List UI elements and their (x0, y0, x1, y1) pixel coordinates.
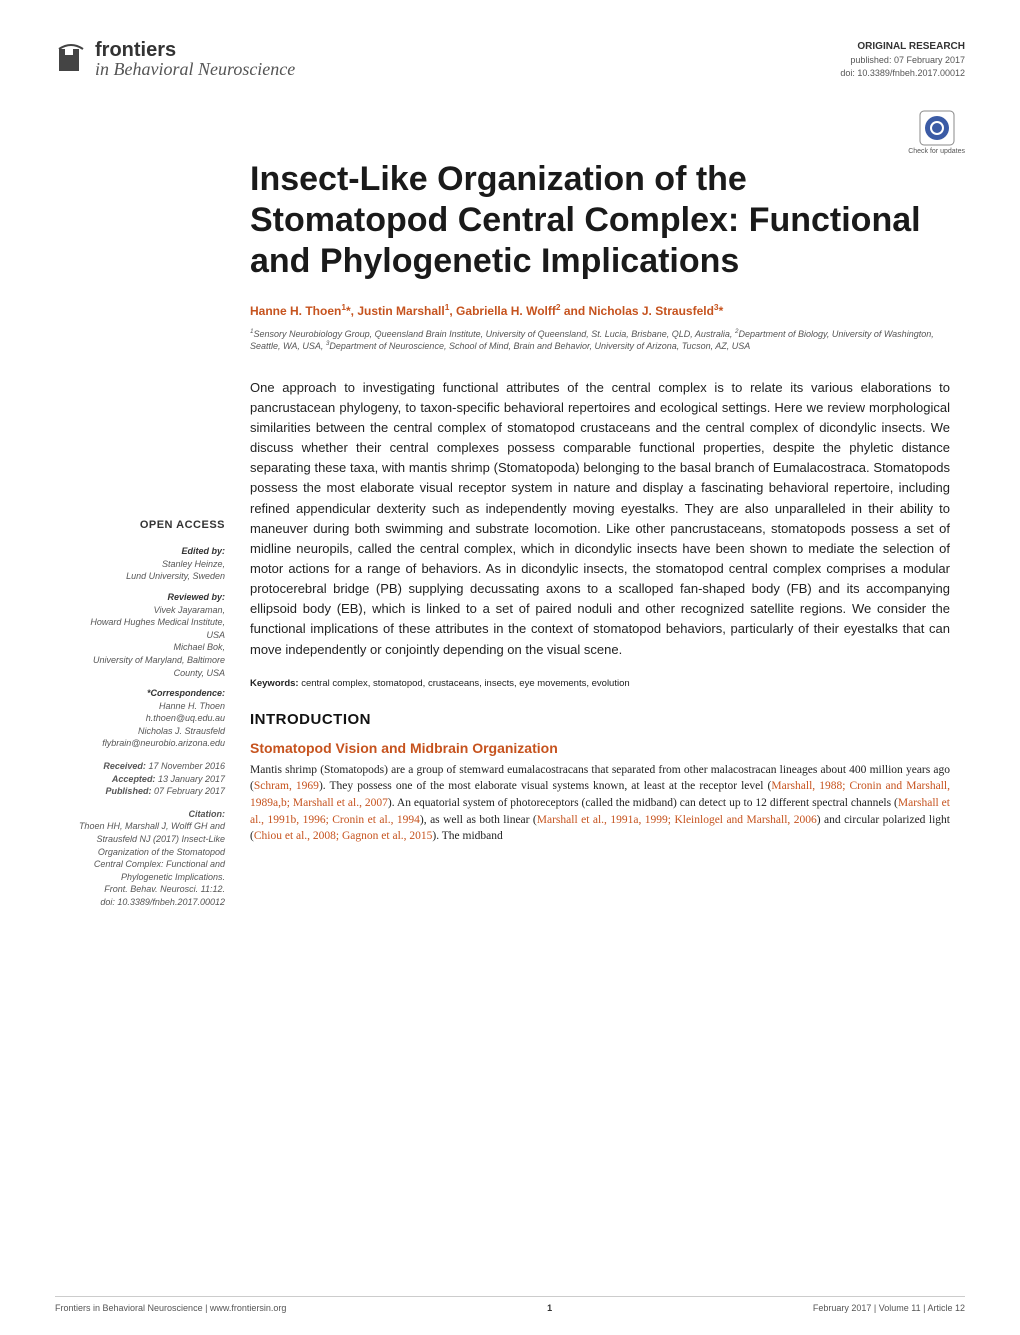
article-sidebar: OPEN ACCESS Edited by: Stanley Heinze,Lu… (55, 378, 225, 909)
citation-ref[interactable]: Marshall et al., 1991a, 1999; Kleinlogel… (537, 814, 817, 826)
published-date-side: 07 February 2017 (151, 786, 225, 796)
article-title: Insect-Like Organization of the Stomatop… (250, 159, 950, 281)
main-column: One approach to investigating functional… (250, 378, 950, 909)
frontiers-logo-icon (55, 43, 87, 75)
keywords: Keywords: central complex, stomatopod, c… (250, 678, 950, 689)
citation-text: Thoen HH, Marshall J, Wolff GH andStraus… (55, 820, 225, 908)
citation-ref[interactable]: Chiou et al., 2008; Gagnon et al., 2015 (254, 830, 433, 842)
affiliations: 1Sensory Neurobiology Group, Queensland … (250, 328, 950, 353)
page-footer: Frontiers in Behavioral Neuroscience | w… (55, 1296, 965, 1313)
crossmark-icon (919, 110, 955, 146)
received-label: Received: (103, 761, 146, 771)
check-updates-badge[interactable]: Check for updates (908, 110, 965, 156)
citation-label: Citation: (55, 808, 225, 821)
keywords-label: Keywords: (250, 678, 299, 689)
footer-page-number: 1 (547, 1303, 552, 1313)
abstract: One approach to investigating functional… (250, 378, 950, 660)
header-doi[interactable]: doi: 10.3389/fnbeh.2017.00012 (840, 67, 965, 80)
keywords-list: central complex, stomatopod, crustaceans… (299, 678, 630, 689)
header-meta: ORIGINAL RESEARCH published: 07 February… (840, 40, 965, 79)
footer-right: February 2017 | Volume 11 | Article 12 (813, 1303, 965, 1313)
footer-left[interactable]: Frontiers in Behavioral Neuroscience | w… (55, 1303, 286, 1313)
reviewed-by: Vivek Jayaraman,Howard Hughes Medical In… (55, 604, 225, 680)
check-updates-label: Check for updates (908, 148, 965, 156)
published-date: published: 07 February 2017 (840, 54, 965, 67)
article-dates: Received: 17 November 2016 Accepted: 13 … (55, 760, 225, 798)
edited-by: Stanley Heinze,Lund University, Sweden (55, 558, 225, 583)
section-introduction: INTRODUCTION (250, 711, 950, 728)
correspondence-label: *Correspondence: (55, 687, 225, 700)
body-paragraph-1: Mantis shrimp (Stomatopods) are a group … (250, 762, 950, 845)
logo-brand-text: frontiers (95, 40, 295, 60)
logo-journal-text: in Behavioral Neuroscience (95, 60, 295, 78)
received-date: 17 November 2016 (146, 761, 225, 771)
body-text-span: ). The midband (432, 830, 502, 842)
open-access-label: OPEN ACCESS (55, 518, 225, 533)
published-label: Published: (105, 786, 151, 796)
author-list[interactable]: Hanne H. Thoen1*, Justin Marshall1, Gabr… (250, 302, 965, 318)
edited-by-label: Edited by: (55, 545, 225, 558)
body-text-span: ). An equatorial system of photoreceptor… (388, 797, 898, 809)
accepted-date: 13 January 2017 (155, 774, 225, 784)
journal-logo: frontiers in Behavioral Neuroscience (55, 40, 295, 78)
reviewed-by-label: Reviewed by: (55, 591, 225, 604)
page-header: frontiers in Behavioral Neuroscience ORI… (55, 40, 965, 79)
article-type: ORIGINAL RESEARCH (840, 40, 965, 54)
accepted-label: Accepted: (112, 774, 156, 784)
subsection-vision: Stomatopod Vision and Midbrain Organizat… (250, 740, 950, 756)
citation-ref[interactable]: Schram, 1969 (254, 780, 319, 792)
correspondence: Hanne H. Thoenh.thoen@uq.edu.auNicholas … (55, 700, 225, 750)
body-text-span: ). They possess one of the most elaborat… (319, 780, 771, 792)
body-text-span: ), as well as both linear ( (420, 814, 537, 826)
